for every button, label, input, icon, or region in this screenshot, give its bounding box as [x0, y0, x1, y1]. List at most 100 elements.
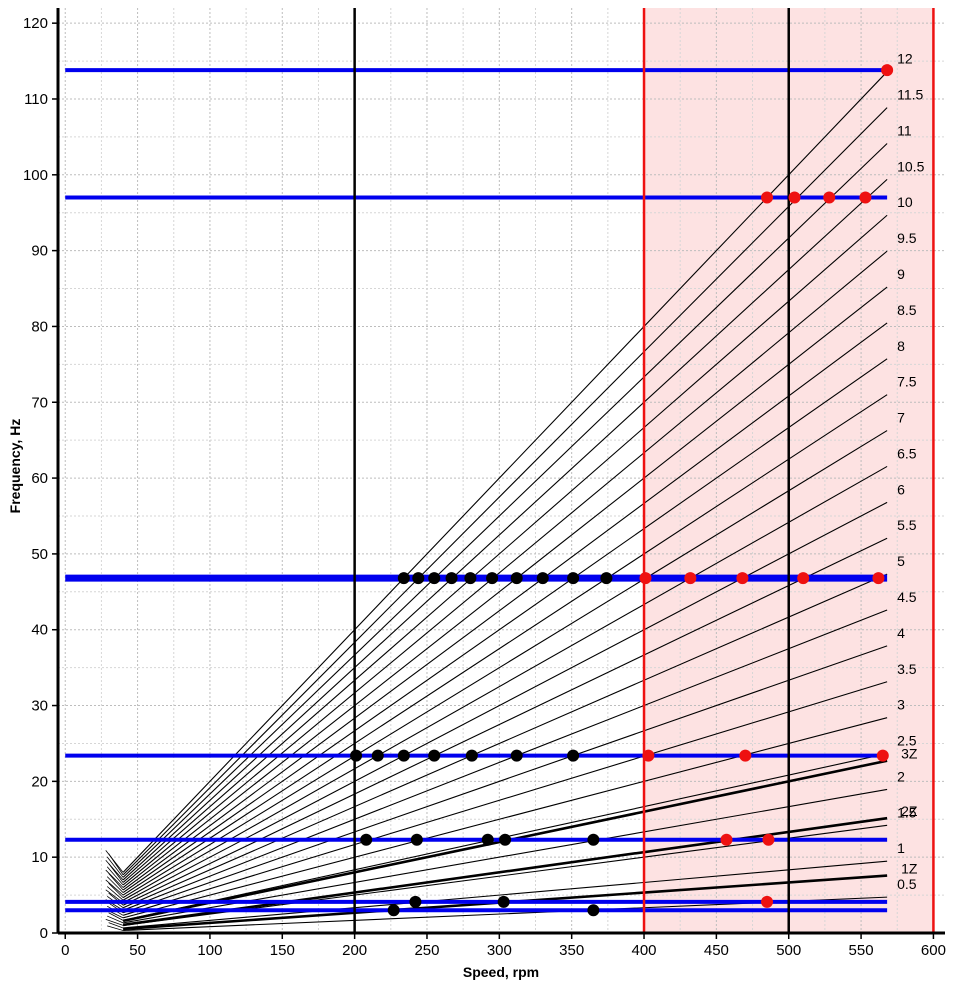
order-line-1 — [123, 860, 888, 929]
intersection-point-in-band — [720, 833, 733, 846]
intersection-point-in-band — [797, 572, 810, 585]
order-label: 10 — [897, 194, 913, 210]
order-line-stub — [108, 912, 124, 921]
intersection-point — [465, 749, 478, 762]
intersection-point — [567, 572, 580, 585]
intersection-point — [428, 749, 441, 762]
y-tick-label: 80 — [31, 318, 48, 335]
order-line-8-5 — [122, 322, 888, 891]
order-line-stub — [108, 873, 124, 891]
order-label: 7.5 — [897, 374, 917, 390]
order-label: 1.5 — [897, 804, 917, 820]
intersection-points-layer — [350, 64, 894, 917]
order-label: 1Z — [901, 861, 918, 877]
order-line-stub — [107, 925, 124, 931]
x-tick-label: 150 — [270, 942, 295, 959]
order-label: 6.5 — [897, 445, 917, 461]
order-line-3-5 — [122, 681, 888, 916]
order-label: 4.5 — [897, 589, 917, 605]
intersection-point-in-band — [761, 191, 774, 204]
intersection-point-in-band — [684, 572, 697, 585]
order-line-8 — [122, 358, 888, 894]
order-line-9 — [122, 286, 888, 888]
order-line-7 — [122, 430, 888, 899]
vertical-markers-layer — [353, 8, 935, 933]
order-line-7-5 — [122, 394, 888, 896]
order-line-stub — [108, 882, 124, 898]
y-tick-label: 120 — [23, 15, 48, 32]
order-line-9-5 — [122, 250, 888, 886]
x-tick-label: 600 — [921, 942, 946, 959]
order-line-stub — [108, 922, 124, 929]
x-tick-label: 500 — [776, 942, 801, 959]
y-tick-label: 50 — [31, 546, 48, 563]
intersection-point — [387, 904, 400, 917]
y-tick-label: 10 — [31, 849, 48, 866]
order-line-stub — [105, 869, 124, 888]
order-line-10-5 — [122, 178, 888, 881]
order-label: 6 — [897, 481, 905, 497]
order-label: 3.5 — [897, 661, 917, 677]
intersection-point — [397, 572, 410, 585]
order-line-stub — [106, 886, 124, 901]
intersection-point-in-band — [823, 191, 836, 204]
intersection-point — [360, 833, 373, 846]
y-tick-label: 0 — [40, 925, 48, 942]
intersection-point-in-band — [762, 833, 775, 846]
order-line-4 — [122, 645, 888, 914]
order-labels-layer: 0.511.522.533.544.555.566.577.588.599.51… — [897, 51, 924, 892]
y-tick-label: 110 — [24, 91, 48, 108]
order-line-2Z — [122, 816, 888, 927]
y-tick-label: 100 — [23, 167, 48, 184]
x-tick-label: 350 — [559, 942, 584, 959]
order-line-stub — [107, 915, 124, 924]
x-tick-label: 250 — [414, 942, 439, 959]
order-line-5-5 — [122, 537, 888, 906]
y-tick-label: 20 — [31, 773, 48, 790]
order-label: 2Z — [901, 803, 918, 819]
order-line-stub — [106, 876, 124, 893]
intersection-point-in-band — [761, 895, 774, 908]
order-label: 5.5 — [897, 517, 917, 533]
intersection-point — [412, 572, 425, 585]
x-tick-label: 200 — [342, 942, 367, 959]
intersection-point — [445, 572, 458, 585]
order-label: 2.5 — [897, 733, 917, 749]
order-line-stub — [105, 879, 124, 896]
intersection-point — [600, 572, 613, 585]
intersection-point-in-band — [788, 191, 801, 204]
intersection-point — [481, 833, 494, 846]
intersection-point — [410, 833, 423, 846]
order-line-stub — [105, 859, 124, 881]
intersection-point — [397, 749, 410, 762]
intersection-point-in-band — [739, 749, 752, 762]
x-axis-title: Speed, rpm — [463, 964, 539, 980]
order-label: 9 — [897, 266, 905, 282]
order-label: 7 — [897, 410, 905, 426]
order-label: 5 — [897, 553, 905, 569]
intersection-point-in-band — [881, 64, 894, 77]
x-tick-label: 400 — [632, 942, 657, 959]
order-line-12 — [122, 71, 888, 873]
order-label: 1 — [897, 840, 905, 856]
intersection-point — [371, 749, 384, 762]
x-tick-label: 50 — [129, 942, 146, 959]
y-axis-title: Frequency, Hz — [7, 419, 23, 514]
order-label: 12 — [897, 51, 913, 67]
order-label: 11 — [897, 122, 912, 138]
order-line-6-5 — [122, 465, 888, 901]
intersection-point — [464, 572, 477, 585]
order-label: 3 — [897, 697, 905, 713]
order-label: 8 — [897, 338, 905, 354]
order-label: 4 — [897, 625, 905, 641]
y-tick-label: 40 — [31, 622, 48, 639]
x-tick-label: 450 — [704, 942, 729, 959]
order-label: 10.5 — [897, 158, 924, 174]
order-label: 3Z — [901, 746, 918, 762]
intersection-point — [567, 749, 580, 762]
intersection-point — [486, 572, 499, 585]
y-tick-label: 30 — [31, 698, 48, 715]
order-line-stub — [106, 856, 124, 878]
